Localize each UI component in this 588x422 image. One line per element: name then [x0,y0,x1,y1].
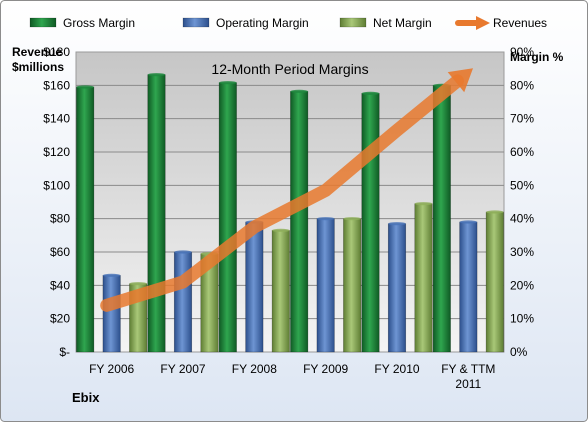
x-tick-label: FY 2008 [232,362,277,376]
bar-gross-margin [290,91,309,353]
revenues-arrowhead [447,68,473,93]
left-tick-label: $60 [50,245,70,259]
bar-gross-margin [218,82,237,353]
left-tick-label: $180 [43,45,70,59]
bar-operating-margin [316,218,335,353]
bar-top-cap [129,282,147,286]
bar-top-cap [174,250,192,254]
right-tick-label: 30% [510,245,534,259]
legend-label: Operating Margin [216,16,309,30]
bar-net-margin [271,230,290,353]
bar-gross-margin [147,74,166,353]
bar-top-cap [290,89,308,93]
legend-swatch [339,17,367,28]
legend-label: Revenues [493,16,547,30]
bar-top-cap [76,85,94,89]
x-tick-label: 2011 [455,377,481,391]
bar-top-cap [102,273,121,277]
bar-operating-margin [387,223,407,353]
revenues-line [100,74,464,312]
left-tick-label: $120 [43,145,70,159]
left-axis-label: Revenue [12,45,62,59]
bar-top-cap [388,222,406,226]
bar-top-cap [459,220,478,224]
right-tick-label: 70% [510,112,534,126]
bar-operating-margin [102,275,121,353]
left-tick-label: $40 [50,278,70,292]
bar-top-cap [486,210,504,214]
right-tick-label: 80% [510,78,534,92]
x-tick-label: FY 2006 [89,362,134,376]
right-tick-label: 20% [510,278,534,292]
bar-top-cap [219,81,237,85]
bar-net-margin [414,203,433,353]
x-tick-label: FY & TTM [441,362,495,376]
legend-label: Gross Margin [63,16,135,30]
bar-operating-margin [245,221,264,353]
left-tick-label: $160 [43,78,70,92]
left-tick-label: $- [59,345,70,359]
left-axis-label: $millions [12,60,64,74]
left-tick-label: $100 [43,178,70,192]
bar-top-cap [361,91,380,95]
legend-swatch [182,17,210,28]
left-tick-label: $140 [43,112,70,126]
bar-top-cap [316,217,335,221]
x-tick-label: FY 2010 [374,362,419,376]
bar-gross-margin [361,93,380,353]
right-tick-label: 60% [510,145,534,159]
bar-top-cap [414,202,433,206]
bar-top-cap [343,217,361,221]
x-tick-label: FY 2007 [160,362,205,376]
right-tick-label: 40% [510,212,534,226]
legend-swatch-arrowhead [476,16,490,30]
bar-operating-margin [459,221,478,353]
x-tick-label: FY 2009 [303,362,348,376]
bar-gross-margin [432,85,451,353]
bar-net-margin [343,218,362,353]
left-tick-label: $20 [50,312,70,326]
chart-title: 12-Month Period Margins [211,61,368,77]
right-tick-label: 10% [510,312,534,326]
legend-label: Net Margin [373,16,432,30]
right-axis-label: Margin % [510,50,564,64]
right-tick-label: 0% [510,345,528,359]
footer-label: Ebix [72,390,100,405]
right-tick-label: 50% [510,178,534,192]
legend-swatch [29,17,57,28]
right-tick-label: 90% [510,45,534,59]
left-tick-label: $80 [50,212,70,226]
bar-top-cap [147,73,166,77]
bar-net-margin [485,211,504,353]
bar-operating-margin [173,251,193,353]
bar-gross-margin [76,86,95,353]
bar-top-cap [272,228,290,232]
